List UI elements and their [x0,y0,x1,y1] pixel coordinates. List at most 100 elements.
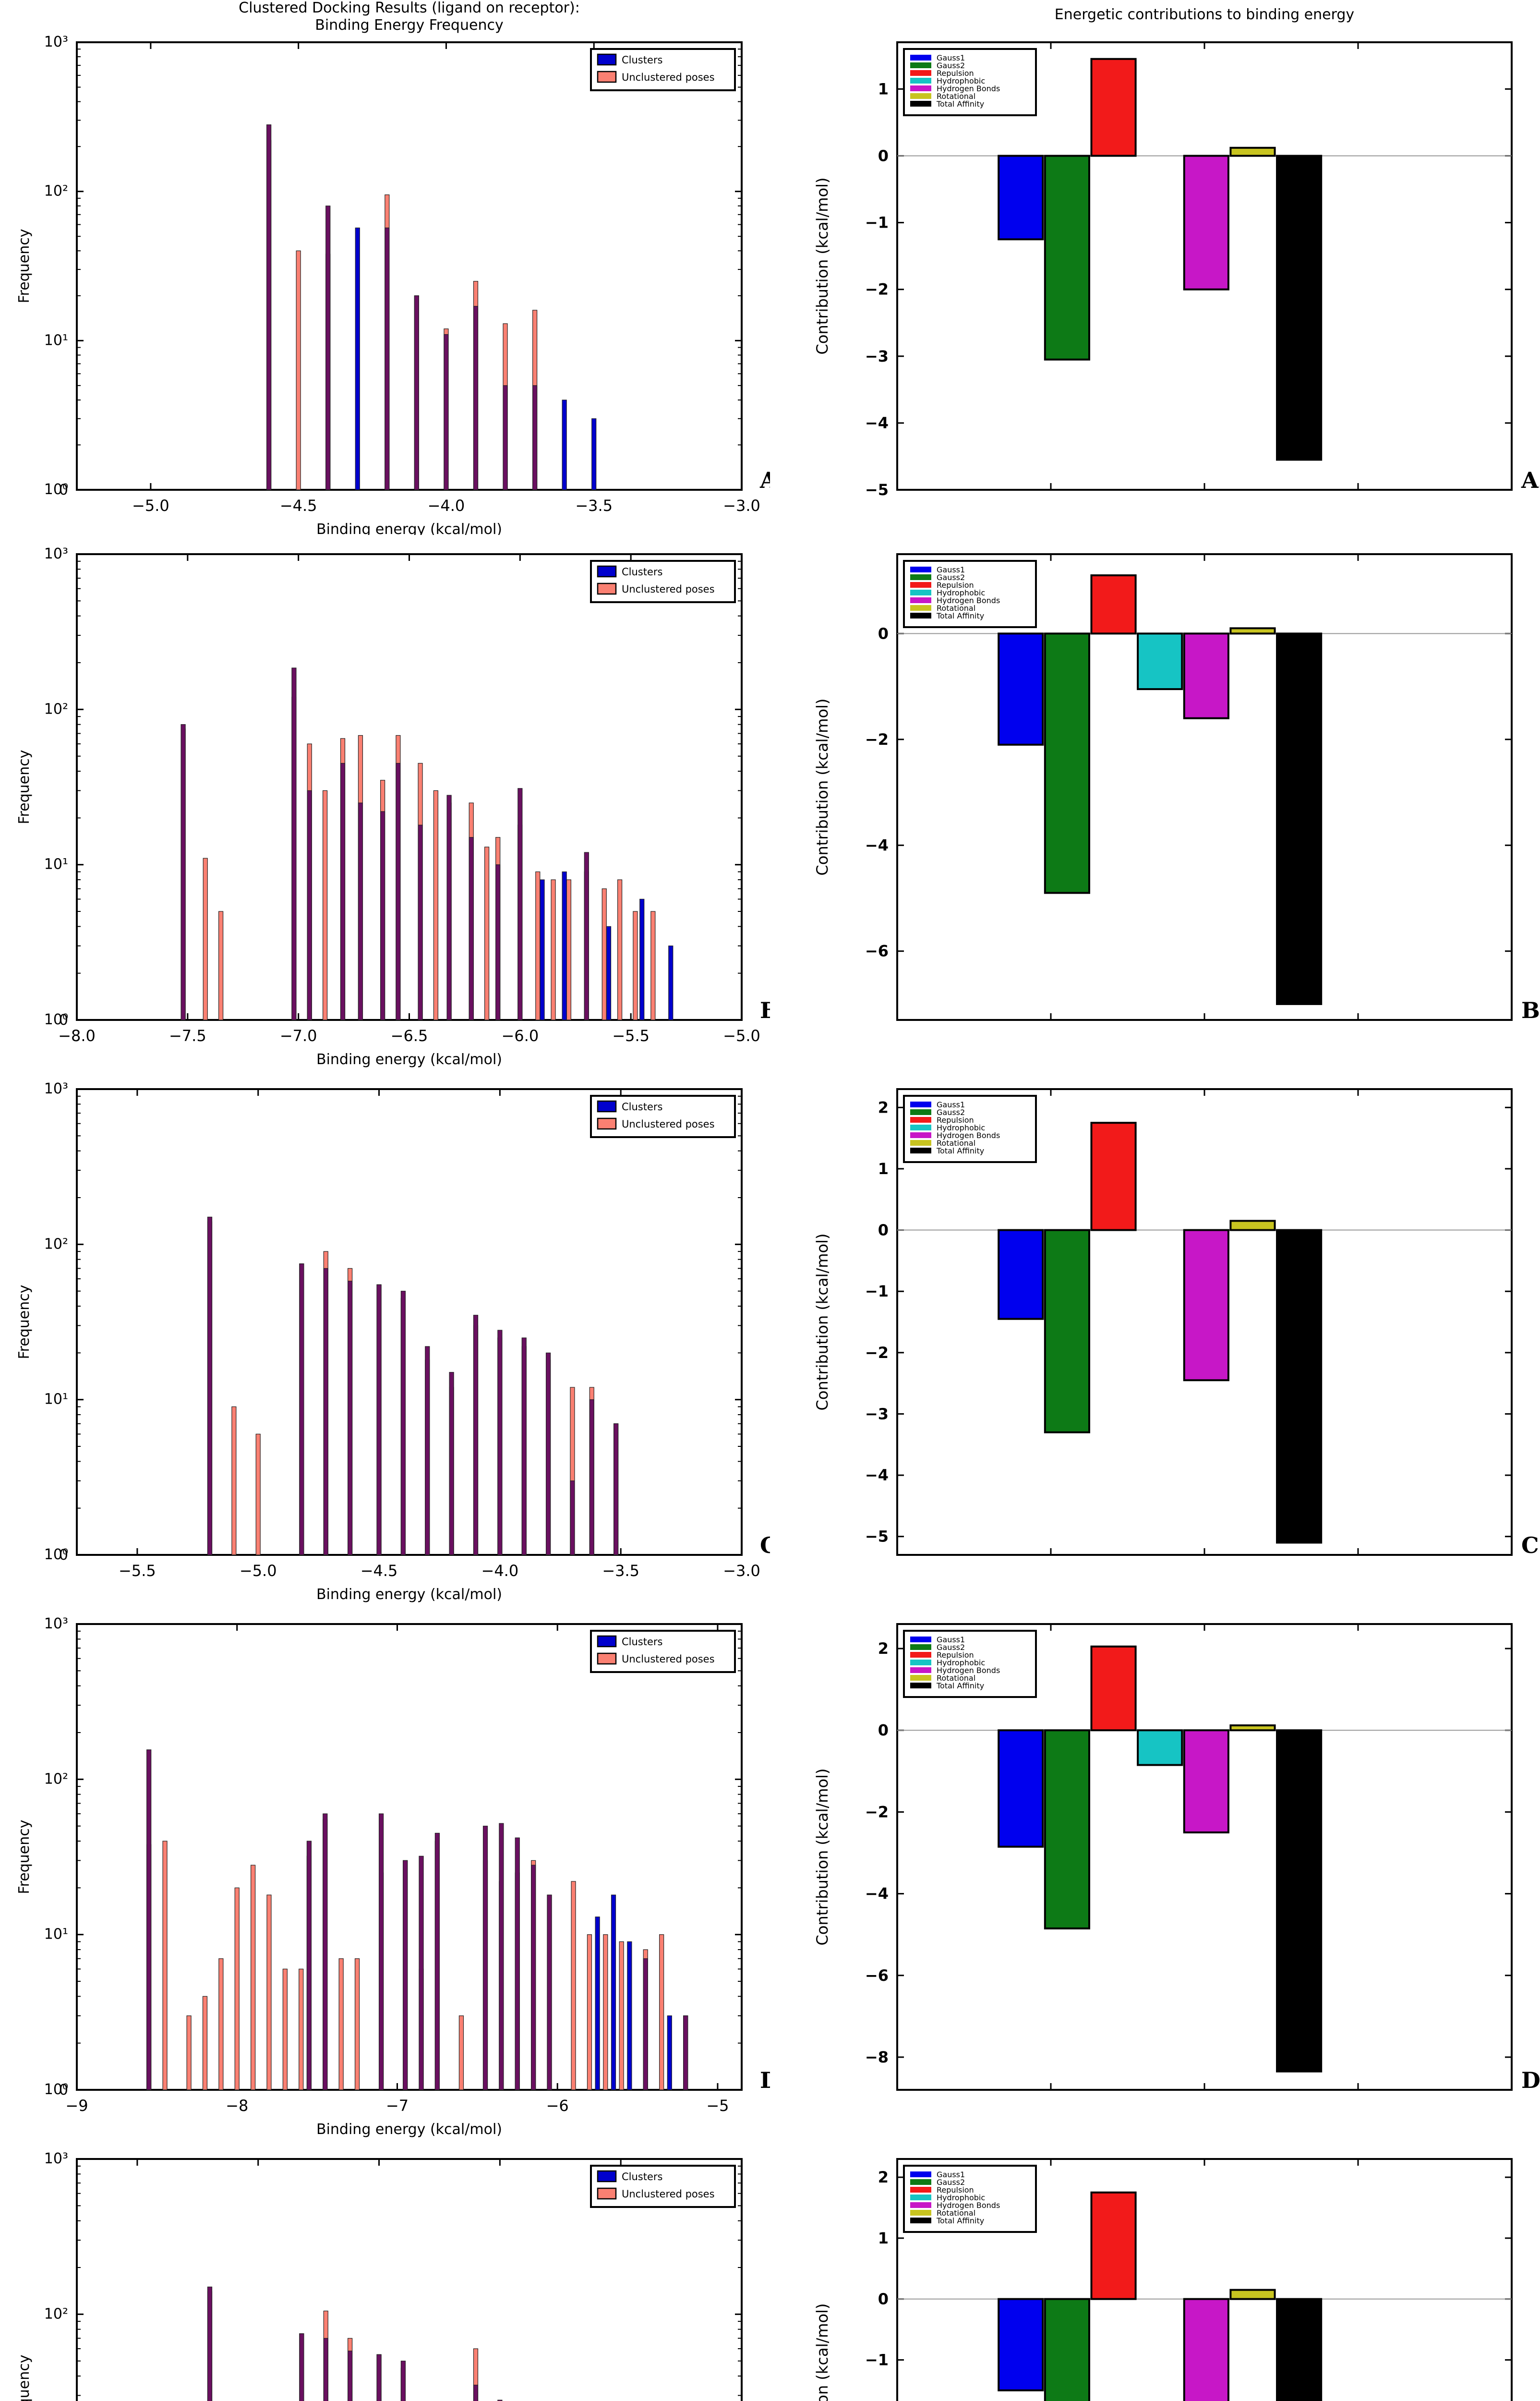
legend-swatch [910,1140,931,1146]
plot-frame [76,553,743,1021]
bar-gauss2 [1044,1229,1091,1433]
bar-overlap [497,1330,503,1555]
bar-clusters [355,227,360,490]
y-axis-ticks: 2 1 0 −1 −2 −3 −4 −5 [865,1098,1512,1546]
panel-label: D2 [1521,2067,1540,2093]
bar-unclustered [659,1934,664,2090]
legend-clusters: Clusters Unclustered poses [590,2165,736,2208]
y-axis-zero-label: 0 [59,2082,68,2098]
y-axis-title: Contribution (kcal/mol) [813,699,831,876]
bar-overlap [400,1291,406,1555]
legend-label: Repulsion [937,1116,974,1125]
bar-total-affinity [1276,155,1323,461]
legend-label: Gauss1 [937,565,965,574]
figure-row-b: 10⁰ 10¹ 10² 10³ 0 −8.0 −7.5 −7.0 −6.5 −6.0 −5.5 −5.… [0,535,1540,1070]
y-tick-label: −5 [865,481,889,499]
y-tick-label: 1 [878,1160,889,1178]
legend-label: Repulsion [937,1650,974,1660]
chart-b2: 0 −2 −4 −6 Contribution (kcal/mol) Gauss1Gaus… [813,553,1540,1023]
legend-swatch [910,85,931,91]
x-tick-label: −9 [65,2097,88,2115]
y-tick-label: −4 [865,1466,889,1484]
bar-unclustered [354,1958,360,2090]
bar-unclustered [234,1887,240,2090]
y-tick-label: −2 [865,280,889,299]
x-tick-label: −4.5 [361,1562,398,1580]
legend-swatch [597,1652,617,1665]
bar-overlap [545,1352,551,1555]
legend-label: Gauss1 [937,53,965,62]
plot-frame [76,1088,743,1556]
bar-overlap [473,1315,479,1555]
bar-clusters [562,871,567,1020]
bar-unclustered [186,2015,192,2090]
bar-overlap [589,1399,594,1555]
bar-gauss1 [998,632,1044,746]
legend-swatch [910,1675,931,1681]
bar-overlap [419,1855,424,2090]
y-tick-label: −6 [865,942,889,960]
bar-clusters [540,879,545,1020]
legend-swatch [910,70,931,76]
panel-d2: 2 0 −2 −4 −6 −8 Contribution (kcal/mol) Gauss1 G… [770,1605,1540,2140]
bar-overlap [348,1281,353,1555]
legend-label: Hydrogen Bonds [937,596,1000,605]
y-tick-label: 10¹ [44,1926,68,1943]
bar-overlap [531,1865,536,2090]
chart-c1: 10⁰ 10¹ 10² 10³ 0 −5.5 −5.0 −4.5 −4.0 −3.5 −3.0 Bin… [16,1080,770,1603]
bar-unclustered [571,1881,576,2090]
legend-swatch [597,565,617,578]
bar-unclustered [650,911,656,1020]
bar-unclustered [162,1841,168,2090]
legend-swatch [597,1100,617,1113]
bar-hydrogen-bonds [1183,632,1229,719]
bar-overlap [444,334,449,490]
bar-unclustered [266,1894,272,2090]
bar-overlap [291,667,297,1020]
legend-contributions: Gauss1Gauss2RepulsionHydrophobicHydrogen… [903,1095,1037,1163]
bar-overlap [414,295,419,490]
bar-rotational [1229,2289,1276,2300]
x-axis-ticks: −5.0 −4.5 −4.0 −3.5 −3.0 [132,42,760,515]
bar-total-affinity [1276,2298,1323,2401]
bar-hydrogen-bonds [1183,1229,1229,1382]
legend-label: Rotational [937,2208,975,2218]
legend-label: Unclustered poses [622,2188,715,2200]
bar-gauss1 [998,1229,1044,1320]
y-tick-label: 2 [878,1639,889,1658]
bar-overlap [266,124,272,490]
bar-overlap [643,1958,648,2090]
legend-label: Total Affinity [936,611,984,620]
plot-frame [76,41,743,491]
legend-label: Hydrogen Bonds [937,84,1000,93]
legend-swatch [910,613,931,618]
legend-swatch [597,53,617,66]
y-tick-label: −1 [865,1282,889,1300]
bar-overlap [400,2361,406,2401]
y-axis-zero-label: 0 [59,1547,68,1564]
x-axis-ticks: −8.0 −7.5 −7.0 −6.5 −6.0 −5.5 −5.0 [58,554,760,1045]
bar-unclustered [296,250,301,490]
legend-contributions: Gauss1Gauss2RepulsionHydrophobicHydrogen… [903,2165,1037,2233]
bar-unclustered [218,911,224,1020]
y-tick-label: 10² [44,701,68,717]
bar-rotational [1229,146,1276,157]
x-tick-label: −8 [226,2097,248,2115]
bar-overlap [378,1813,384,2090]
y-axis-title: Frequency [16,1820,33,1894]
x-tick-label: −5.0 [240,1562,277,1580]
legend-swatch [597,1635,617,1648]
bar-unclustered [587,1934,592,2090]
x-axis-ticks [1050,1089,1359,1555]
legend-label: Gauss2 [937,1643,965,1652]
bar-hydrogen-bonds [1183,1729,1229,1833]
x-tick-label: −5.0 [132,497,169,515]
legend-swatch [910,1148,931,1153]
bar-gauss2 [1044,155,1091,361]
legend-swatch [910,62,931,68]
bar-overlap [207,2286,213,2401]
y-axis-ticks: 10⁰ 10¹ 10² 10³ 0 [44,546,742,1029]
bar-overlap [380,811,385,1020]
bar-unclustered [551,879,556,1020]
